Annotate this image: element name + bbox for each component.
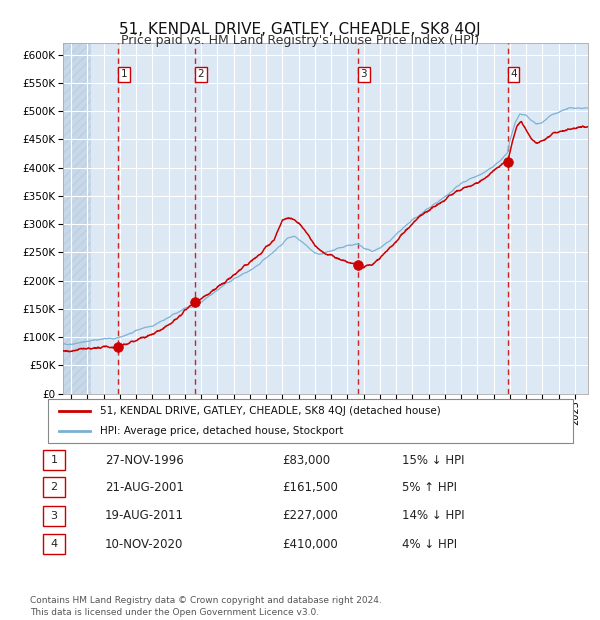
Text: HPI: Average price, detached house, Stockport: HPI: Average price, detached house, Stoc… — [101, 426, 344, 436]
Text: 3: 3 — [360, 69, 367, 79]
Text: £227,000: £227,000 — [282, 510, 338, 522]
Text: £83,000: £83,000 — [282, 454, 330, 466]
Bar — [63, 43, 91, 394]
Text: 4: 4 — [510, 69, 517, 79]
Text: £161,500: £161,500 — [282, 481, 338, 494]
Text: £410,000: £410,000 — [282, 538, 338, 551]
Text: 4: 4 — [50, 539, 58, 549]
Text: 21-AUG-2001: 21-AUG-2001 — [105, 481, 184, 494]
Text: 3: 3 — [50, 511, 58, 521]
Text: 14% ↓ HPI: 14% ↓ HPI — [402, 510, 464, 522]
Text: 19-AUG-2011: 19-AUG-2011 — [105, 510, 184, 522]
Text: 10-NOV-2020: 10-NOV-2020 — [105, 538, 184, 551]
Text: 4% ↓ HPI: 4% ↓ HPI — [402, 538, 457, 551]
Text: 1: 1 — [50, 455, 58, 465]
Text: 2: 2 — [198, 69, 205, 79]
Text: 27-NOV-1996: 27-NOV-1996 — [105, 454, 184, 466]
Text: 5% ↑ HPI: 5% ↑ HPI — [402, 481, 457, 494]
Text: 2: 2 — [50, 482, 58, 492]
Text: Contains HM Land Registry data © Crown copyright and database right 2024.
This d: Contains HM Land Registry data © Crown c… — [30, 596, 382, 617]
Text: 51, KENDAL DRIVE, GATLEY, CHEADLE, SK8 4QJ: 51, KENDAL DRIVE, GATLEY, CHEADLE, SK8 4… — [119, 22, 481, 37]
Text: Price paid vs. HM Land Registry's House Price Index (HPI): Price paid vs. HM Land Registry's House … — [121, 34, 479, 47]
Text: 15% ↓ HPI: 15% ↓ HPI — [402, 454, 464, 466]
Text: 1: 1 — [121, 69, 127, 79]
Text: 51, KENDAL DRIVE, GATLEY, CHEADLE, SK8 4QJ (detached house): 51, KENDAL DRIVE, GATLEY, CHEADLE, SK8 4… — [101, 406, 441, 416]
Bar — [63, 43, 91, 394]
